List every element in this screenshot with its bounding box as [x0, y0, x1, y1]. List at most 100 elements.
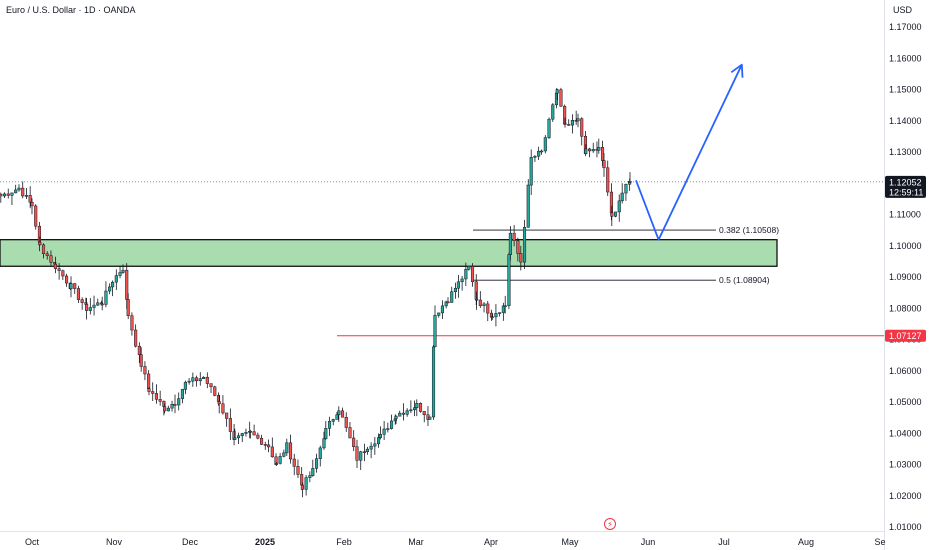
candle-body: [14, 189, 18, 194]
candle: [460, 275, 464, 291]
candle-body: [331, 419, 335, 422]
candle: [355, 439, 359, 468]
candle-body: [559, 89, 563, 107]
candle-body: [278, 456, 282, 464]
candle: [482, 302, 486, 313]
candle-body: [217, 401, 221, 405]
candle: [187, 378, 191, 385]
candle-body: [547, 118, 551, 138]
candle: [137, 342, 141, 363]
candle-body: [183, 381, 187, 390]
candle: [398, 410, 402, 417]
currency-label[interactable]: USD: [893, 5, 913, 15]
candle: [80, 297, 84, 310]
candle: [620, 183, 624, 204]
candle: [456, 274, 460, 298]
candle-body: [322, 438, 326, 449]
flash-icon[interactable]: ⚡: [604, 518, 616, 530]
countdown-text: 12:59:11: [889, 187, 923, 197]
candle-body: [108, 286, 112, 292]
candle: [88, 298, 92, 315]
candle: [228, 408, 232, 441]
candle-body: [405, 410, 409, 415]
candle: [559, 87, 563, 107]
candle: [256, 432, 260, 440]
candle-body: [398, 412, 402, 417]
candle: [464, 262, 468, 287]
candle-body: [282, 452, 286, 457]
candle: [285, 438, 289, 457]
price-tick-label: 1.16000: [889, 53, 922, 63]
candle: [30, 198, 34, 215]
demand-zone[interactable]: [0, 239, 778, 267]
time-tick-label: Nov: [106, 537, 123, 547]
candle-body: [453, 287, 457, 292]
time-tick-label: Dec: [182, 537, 199, 547]
candle: [244, 428, 248, 437]
candle-body: [147, 388, 151, 392]
candle-body: [80, 299, 84, 303]
svg-text:⚡: ⚡: [607, 520, 613, 529]
candle-body: [335, 414, 339, 420]
candle: [551, 103, 555, 122]
candle-body: [617, 200, 621, 213]
candle: [494, 304, 498, 327]
candle: [344, 412, 348, 432]
candle-body: [126, 299, 130, 316]
candle: [61, 269, 65, 281]
candle: [415, 399, 419, 417]
candle: [38, 236, 42, 246]
projection-path[interactable]: [635, 64, 743, 241]
candle: [580, 117, 584, 146]
candle-body: [570, 119, 574, 126]
candle-body: [450, 291, 454, 303]
candle: [121, 264, 125, 274]
candle-body: [173, 404, 177, 406]
chart-title: Euro / U.S. Dollar · 1D · OANDA: [6, 5, 136, 15]
candle-body: [0, 193, 3, 197]
candle-body: [516, 240, 520, 254]
candle-body: [118, 272, 122, 276]
candle: [96, 298, 100, 306]
time-tick-label: May: [561, 537, 579, 547]
candle-body: [348, 427, 352, 439]
time-tick-label: Apr: [484, 537, 498, 547]
candle-body: [163, 406, 167, 412]
support-price-badge: 1.07127: [885, 329, 926, 342]
candle-body: [252, 431, 256, 436]
candle: [522, 219, 527, 269]
candle-body: [470, 266, 475, 283]
candle-body: [111, 281, 115, 288]
candle: [24, 187, 28, 199]
candle: [587, 147, 592, 158]
candle-body: [580, 118, 584, 137]
candle: [335, 411, 339, 420]
candle: [0, 192, 3, 203]
candle: [584, 144, 588, 155]
candle: [240, 432, 244, 443]
candle-body: [233, 437, 237, 440]
candle: [428, 416, 432, 420]
candle-body: [386, 428, 390, 430]
candle-body: [359, 451, 363, 461]
candle: [318, 445, 322, 467]
candle: [624, 183, 628, 201]
candle-body: [125, 269, 129, 300]
candle: [183, 380, 187, 395]
candle-body: [308, 475, 312, 478]
candle: [73, 283, 77, 294]
candle-body: [600, 147, 605, 161]
candle-body: [551, 104, 555, 120]
candle-body: [369, 445, 373, 450]
support-badge-bg: [885, 329, 926, 342]
candle: [547, 117, 551, 140]
candle: [470, 263, 475, 287]
time-tick-label: 2025: [255, 537, 275, 547]
candle: [555, 88, 559, 101]
candle-body: [198, 378, 202, 382]
candle: [314, 453, 319, 473]
candle-body: [24, 195, 28, 197]
candle-body: [324, 428, 328, 439]
